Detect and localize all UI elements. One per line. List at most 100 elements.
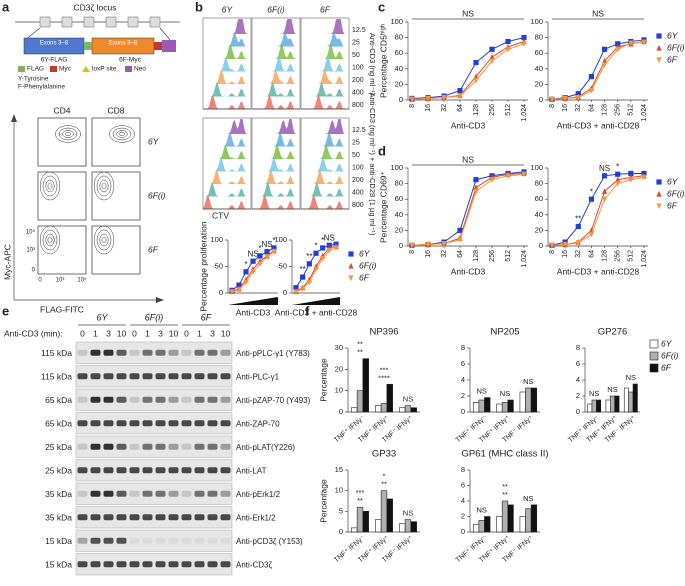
- row-label: 6F(i): [148, 190, 166, 200]
- marker: [521, 35, 527, 41]
- band: [155, 349, 166, 356]
- band: [168, 514, 179, 521]
- y-tick-label: 6: [461, 359, 465, 368]
- x-tick-label: 16: [425, 104, 432, 112]
- legend-swatch: [649, 339, 659, 349]
- bar: [478, 520, 485, 533]
- band: [103, 537, 114, 544]
- column-label: 6F: [320, 4, 331, 14]
- antibody-label: Anti-PLC-γ1: [236, 372, 280, 381]
- locus-title: CD3ζ locus: [74, 2, 117, 12]
- band: [129, 396, 140, 403]
- y-tick-label: 60: [535, 194, 543, 203]
- x-axis-label: Anti-CD3: [451, 120, 486, 130]
- y-tick-label: 10: [335, 486, 343, 495]
- significance: **: [300, 265, 306, 274]
- marker: [489, 54, 495, 60]
- mw-label: 65 kDa: [45, 395, 72, 405]
- marker: [489, 177, 495, 183]
- mw-label: 115 kDa: [41, 372, 72, 382]
- marker: [441, 241, 447, 247]
- time-label: 0: [184, 328, 189, 338]
- concentration-label: 800: [352, 202, 364, 209]
- histogram: [252, 19, 300, 34]
- contour: [39, 225, 61, 255]
- cross: [159, 27, 171, 41]
- axis-label: FLAG-FITC: [40, 304, 84, 314]
- marker: [333, 245, 339, 252]
- antibody-label: Anti-pCD3ζ (Y153): [236, 537, 303, 546]
- band: [194, 443, 205, 450]
- significance: *: [616, 162, 619, 171]
- band: [155, 537, 166, 544]
- band: [220, 373, 231, 380]
- band: [90, 561, 101, 568]
- construct-label: 6Y-FLAG: [41, 57, 68, 64]
- histogram: [301, 119, 349, 134]
- mw-label: 35 kDa: [45, 513, 72, 523]
- marker: [615, 176, 621, 183]
- band: [220, 443, 231, 450]
- band: [77, 537, 88, 544]
- band: [181, 537, 192, 544]
- marker: [601, 57, 608, 64]
- band: [207, 537, 218, 544]
- significance: **: [357, 340, 363, 349]
- histogram: [301, 195, 349, 209]
- panel-label: e: [2, 303, 9, 318]
- band: [116, 514, 127, 521]
- x-tick-label: 8: [409, 250, 416, 254]
- bar: [507, 504, 514, 533]
- mw-label: 15 kDa: [45, 536, 72, 546]
- y-tick-label: 0: [32, 268, 36, 274]
- marker: [601, 62, 608, 68]
- histogram: [203, 19, 251, 34]
- antibody-label: Anti-CD3ζ: [236, 560, 272, 569]
- contour: [42, 229, 58, 251]
- band: [194, 420, 205, 427]
- marker: [348, 262, 354, 269]
- contour: [58, 127, 78, 141]
- significance: **: [357, 348, 363, 357]
- bar: [496, 403, 503, 413]
- exon: [149, 16, 161, 28]
- x-tick-label: 16: [562, 104, 569, 112]
- marker: [489, 46, 495, 52]
- y-tick-label: 0: [461, 407, 465, 416]
- x-tick-label: 512: [505, 104, 512, 116]
- marker: [236, 282, 242, 288]
- marker: [505, 173, 511, 179]
- x-axis-label: Anti-CD3 + anti-CD28: [557, 266, 640, 276]
- legend-swatch: [649, 351, 659, 361]
- blot-strip: [75, 529, 233, 552]
- marker: [271, 249, 277, 255]
- contour: [101, 236, 107, 244]
- panel-label: f: [305, 303, 310, 318]
- myc-tag: [154, 42, 162, 50]
- y-tick-label: 0: [339, 527, 343, 536]
- legend-text: loxP site: [92, 66, 117, 73]
- x-tick-label: 8: [549, 250, 556, 254]
- significance: NS: [626, 373, 636, 382]
- y-tick-label: 0: [576, 407, 580, 416]
- mw-label: 35 kDa: [45, 489, 72, 499]
- histogram: [301, 57, 349, 72]
- blot-strip: [75, 435, 233, 458]
- line: [551, 39, 645, 100]
- y-tick-label: 8: [576, 343, 580, 352]
- histogram: [301, 132, 349, 147]
- marker: [656, 179, 662, 185]
- y-tick-label: 0: [399, 241, 403, 250]
- marker: [229, 289, 235, 296]
- x-tick-label: 1,024: [521, 250, 528, 268]
- column-label: 6Y: [222, 4, 234, 14]
- bar: [591, 399, 597, 413]
- bar: [496, 516, 503, 533]
- bar: [375, 405, 382, 413]
- chart-title: NP205: [490, 327, 519, 338]
- legend-text: 6Y: [359, 248, 371, 258]
- line: [411, 37, 525, 99]
- marker: [601, 196, 608, 203]
- band: [116, 561, 127, 568]
- bar: [519, 516, 526, 533]
